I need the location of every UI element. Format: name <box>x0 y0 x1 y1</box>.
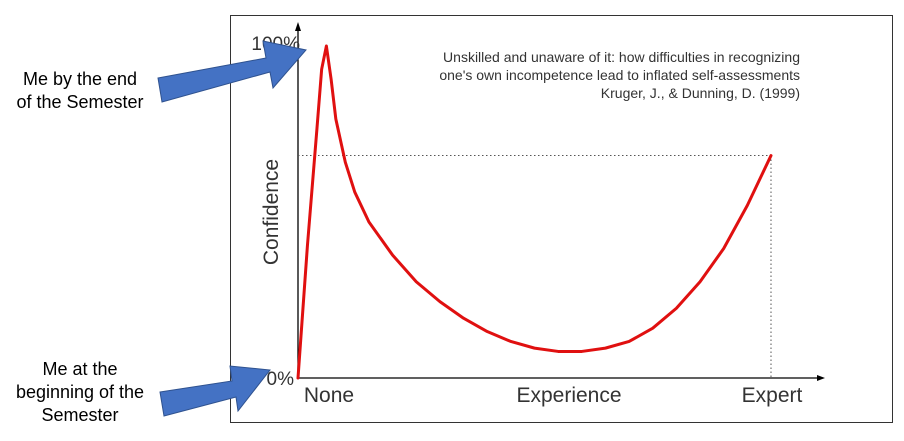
x-axis-arrowhead <box>817 375 825 381</box>
callout-start-line-1: Me at the <box>42 359 118 379</box>
x-axis-label: Experience <box>516 384 621 407</box>
callout-end-line-1: Me by the end <box>22 69 138 89</box>
x-tick-label-end: Expert <box>742 384 803 407</box>
callout-end-line-2: of the Semester <box>16 92 144 112</box>
citation-line-3: Kruger, J., & Dunning, D. (1999) <box>600 85 800 101</box>
callout-beginning-of-semester: Me at the beginning of the Semester <box>2 358 158 427</box>
y-tick-label-bottom: 0% <box>267 369 295 390</box>
y-axis-arrowhead <box>295 22 301 31</box>
callout-start-line-3: Semester <box>41 405 119 425</box>
y-axis-label: Confidence <box>260 159 283 265</box>
callout-end-of-semester: Me by the end of the Semester <box>2 68 158 114</box>
confidence-curve <box>296 44 773 380</box>
arrow-to-peak-icon <box>157 40 307 103</box>
citation-line-2: one's own incompetence lead to inflated … <box>439 67 800 83</box>
citation-line-1: Unskilled and unaware of it: how difficu… <box>443 49 800 65</box>
citation: Unskilled and unaware of it: how difficu… <box>380 48 800 102</box>
x-tick-label-start: None <box>304 384 354 407</box>
arrow-to-origin-shape <box>159 365 271 417</box>
arrow-to-peak-shape <box>157 40 307 103</box>
callout-start-line-2: beginning of the <box>15 382 145 402</box>
arrow-to-origin-icon <box>159 365 271 417</box>
